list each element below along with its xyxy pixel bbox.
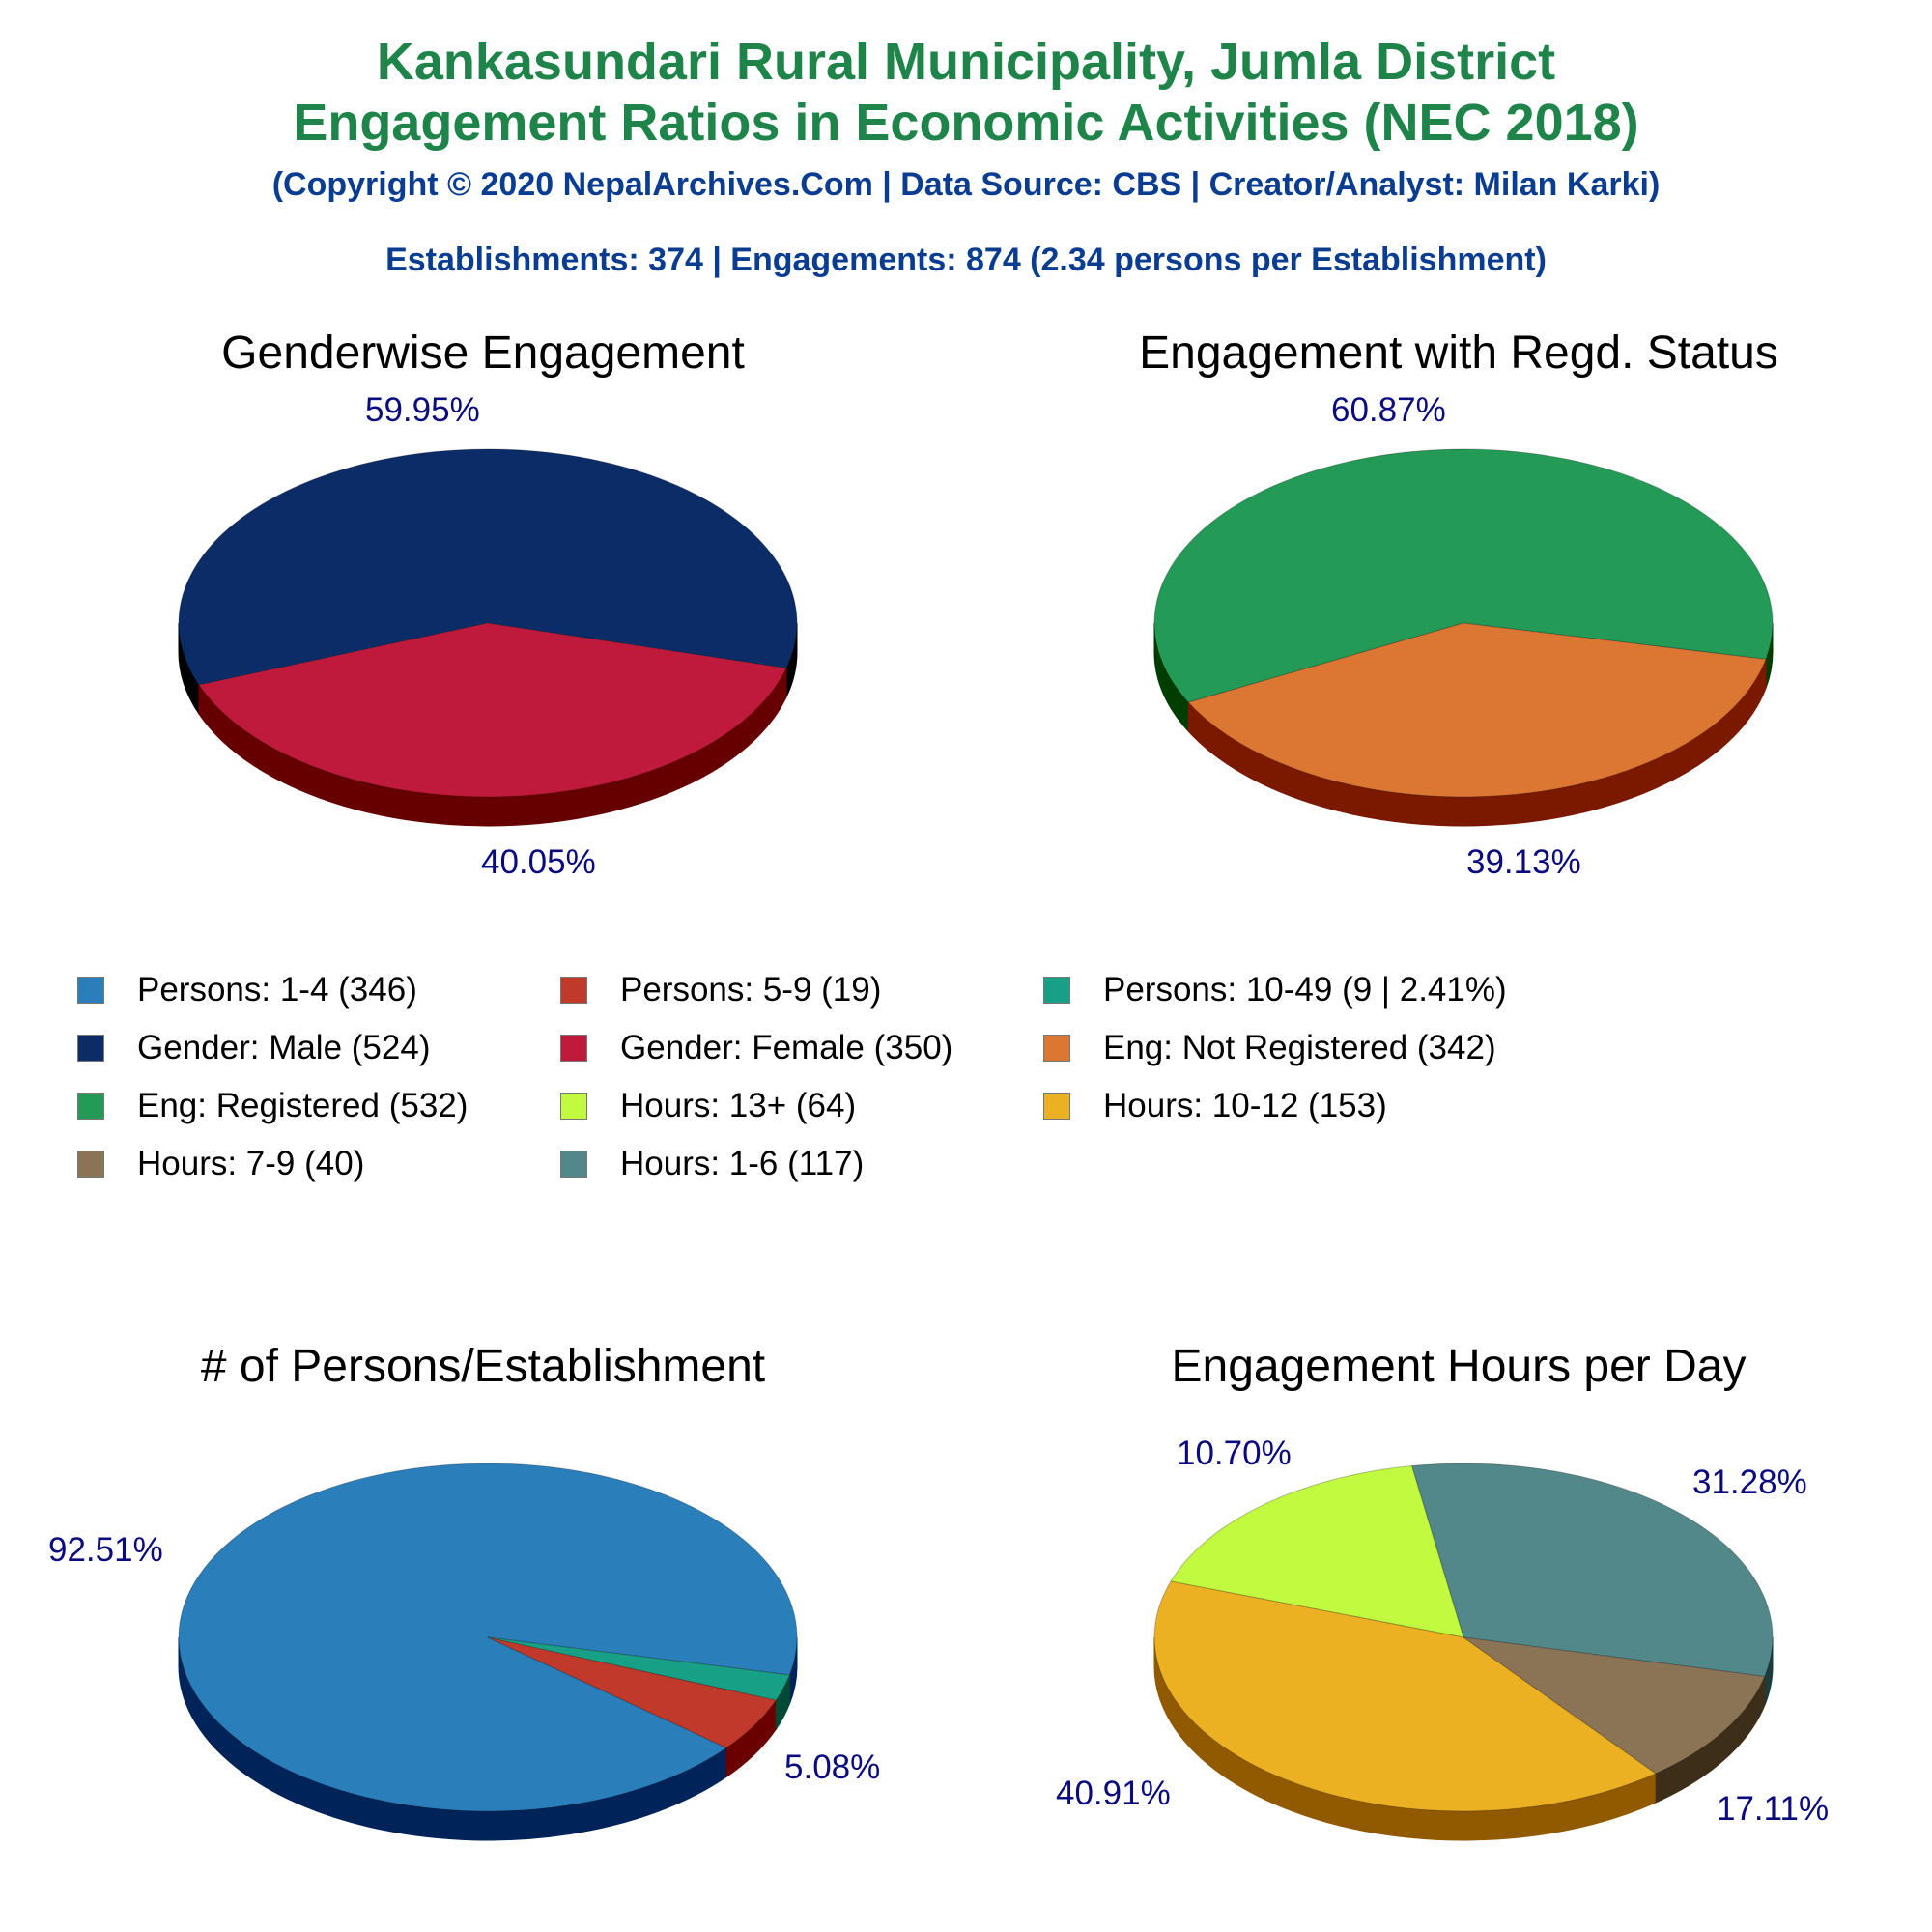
pie-slice (487, 1636, 778, 1748)
summary-line: Establishments: 374 | Engagements: 874 (… (385, 242, 1547, 278)
legend-swatch (77, 977, 104, 1004)
pie-title-hours: Engagement Hours per Day (1171, 1341, 1747, 1392)
pct-label-hours-10-12: 40.91% (1056, 1775, 1171, 1812)
pie-title-persons: # of Persons/Establishment (200, 1341, 766, 1392)
pie-chart (1153, 448, 1774, 827)
chart-title-line1: Kankasundari Rural Municipality, Jumla D… (376, 33, 1556, 91)
pie-title-registration: Engagement with Regd. Status (1139, 327, 1778, 379)
pct-label-not-registered: 39.13% (1466, 843, 1581, 881)
pct-label-hours-7-9: 10.70% (1177, 1435, 1292, 1472)
legend-label: Persons: 5-9 (19) (620, 971, 882, 1009)
legend-label: Gender: Female (350) (620, 1029, 953, 1066)
legend-swatch (1043, 977, 1070, 1004)
pie-slice (1410, 1463, 1774, 1678)
pie-chart (178, 1463, 798, 1841)
legend-label: Persons: 1-4 (346) (137, 971, 417, 1009)
pct-label-persons-5-9: 5.08% (784, 1748, 881, 1786)
legend-swatch (77, 1093, 104, 1120)
pie-slice (178, 1463, 798, 1812)
legend-label: Eng: Not Registered (342) (1103, 1029, 1496, 1066)
legend-label: Hours: 13+ (64) (620, 1087, 857, 1124)
legend-swatch (77, 1035, 104, 1062)
copyright-line: (Copyright © 2020 NepalArchives.Com | Da… (271, 166, 1661, 203)
pie-title-gender: Genderwise Engagement (221, 327, 745, 379)
legend-swatch (560, 1093, 587, 1120)
pie-slice (487, 1636, 791, 1701)
legend-swatch (560, 1035, 587, 1062)
legend-label: Hours: 10-12 (153) (1103, 1087, 1387, 1124)
pie-slice (198, 622, 787, 798)
legend-label: Persons: 10-49 (9 | 2.41%) (1103, 971, 1507, 1009)
legend-swatch (1043, 1093, 1070, 1120)
pct-label-female: 40.05% (481, 843, 596, 881)
legend-swatch (560, 977, 587, 1004)
legend-label: Gender: Male (524) (137, 1029, 431, 1066)
pct-label-registered: 60.87% (1331, 391, 1446, 429)
pct-label-male: 59.95% (365, 391, 480, 429)
legend-swatch (560, 1151, 587, 1178)
pct-label-persons-1-4: 92.51% (48, 1531, 163, 1569)
pct-label-hours-13-plus: 17.11% (1717, 1790, 1830, 1828)
pie-slice (178, 448, 798, 686)
legend-label: Hours: 1-6 (117) (620, 1145, 865, 1182)
pie-slice (1187, 622, 1767, 798)
pie-slice (1463, 1636, 1766, 1775)
pct-label-hours-1-6: 31.28% (1692, 1463, 1807, 1501)
legend-label: Eng: Registered (532) (137, 1087, 469, 1124)
chart-title-line2: Engagement Ratios in Economic Activities… (293, 94, 1639, 152)
pie-slice (1170, 1464, 1464, 1638)
pie-slice (1153, 1580, 1658, 1812)
legend-swatch (1043, 1035, 1070, 1062)
legend-swatch (77, 1151, 104, 1178)
pie-slice (1153, 448, 1774, 703)
pie-chart (1153, 1463, 1774, 1841)
legend-label: Hours: 7-9 (40) (137, 1145, 365, 1182)
pie-chart (178, 448, 798, 827)
